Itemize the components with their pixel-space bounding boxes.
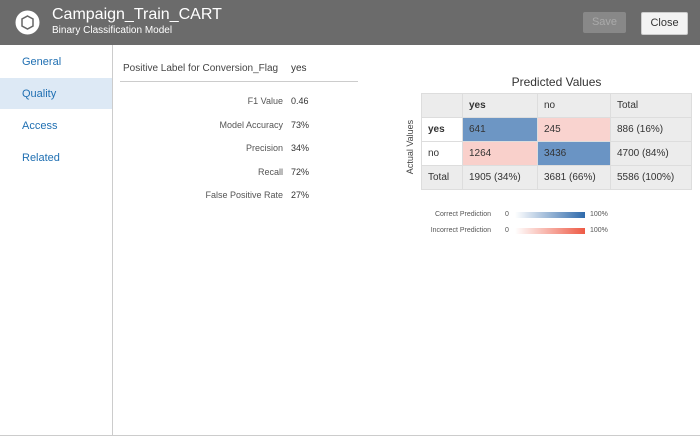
header: Campaign_Train_CART Binary Classificatio… bbox=[0, 0, 700, 45]
legend-label: Incorrect Prediction bbox=[430, 227, 491, 234]
metric-label: F1 Value bbox=[247, 96, 283, 106]
metric-value: 72% bbox=[291, 166, 310, 177]
metric-value: 34% bbox=[291, 143, 310, 153]
legend-label: Correct Prediction bbox=[434, 211, 491, 218]
legend-gradient bbox=[515, 212, 585, 218]
cell: 886 (16%) bbox=[610, 117, 692, 142]
cell: 1905 (34%) bbox=[462, 165, 538, 190]
cell: 641 bbox=[462, 117, 538, 142]
legend-min: 0 bbox=[505, 227, 509, 234]
confusion-matrix: yes no Total yes 641 245 886 (16%) no 1264 3436… bbox=[421, 93, 692, 190]
col-header: no bbox=[537, 93, 611, 118]
metric-value: 73% bbox=[291, 119, 310, 130]
cell: 1264 bbox=[462, 141, 538, 166]
title: Campaign_Train_CART bbox=[52, 6, 222, 23]
row-header: no bbox=[421, 141, 463, 166]
row-header: yes bbox=[421, 117, 463, 142]
axis-label: Actual Values bbox=[405, 119, 415, 175]
metric-label: Model Accuracy bbox=[219, 119, 283, 130]
nav-item[interactable]: General bbox=[22, 56, 62, 68]
matrix-title: Predicted Values bbox=[511, 75, 602, 89]
nav-item[interactable]: Access bbox=[22, 120, 58, 132]
app-icon bbox=[15, 10, 40, 35]
cell: 5586 (100%) bbox=[610, 165, 692, 190]
legend-max: 100% bbox=[590, 227, 608, 234]
cell: 3681 (66%) bbox=[537, 165, 611, 190]
metric-label: False Positive Rate bbox=[205, 190, 283, 200]
metric-value: 27% bbox=[291, 190, 310, 200]
cell: 4700 (84%) bbox=[610, 141, 692, 166]
divider bbox=[112, 45, 113, 435]
cell: 245 bbox=[537, 117, 611, 142]
legend-min: 0 bbox=[505, 211, 509, 218]
subtitle: Binary Classification Model bbox=[52, 25, 173, 36]
row-header: Total bbox=[421, 165, 463, 190]
save-button[interactable]: Save bbox=[583, 12, 626, 33]
selected-bg bbox=[0, 78, 112, 109]
col-header: Total bbox=[610, 93, 692, 118]
nav-item[interactable]: Quality bbox=[22, 88, 57, 100]
nav-item[interactable]: Related bbox=[22, 152, 60, 164]
close-button[interactable]: Close bbox=[641, 12, 688, 35]
metric-label: Precision bbox=[245, 143, 283, 153]
label: Positive Label for Conversion_Flag bbox=[123, 63, 279, 74]
legend-max: 100% bbox=[590, 211, 608, 218]
legend-gradient bbox=[515, 228, 585, 234]
col-header: yes bbox=[462, 93, 538, 118]
cell: 3436 bbox=[537, 141, 611, 166]
underline bbox=[120, 81, 358, 82]
value: yes bbox=[291, 63, 307, 74]
metric-value: 0.46 bbox=[291, 96, 309, 106]
divider bbox=[0, 435, 700, 436]
metric-label: Recall bbox=[257, 166, 283, 177]
